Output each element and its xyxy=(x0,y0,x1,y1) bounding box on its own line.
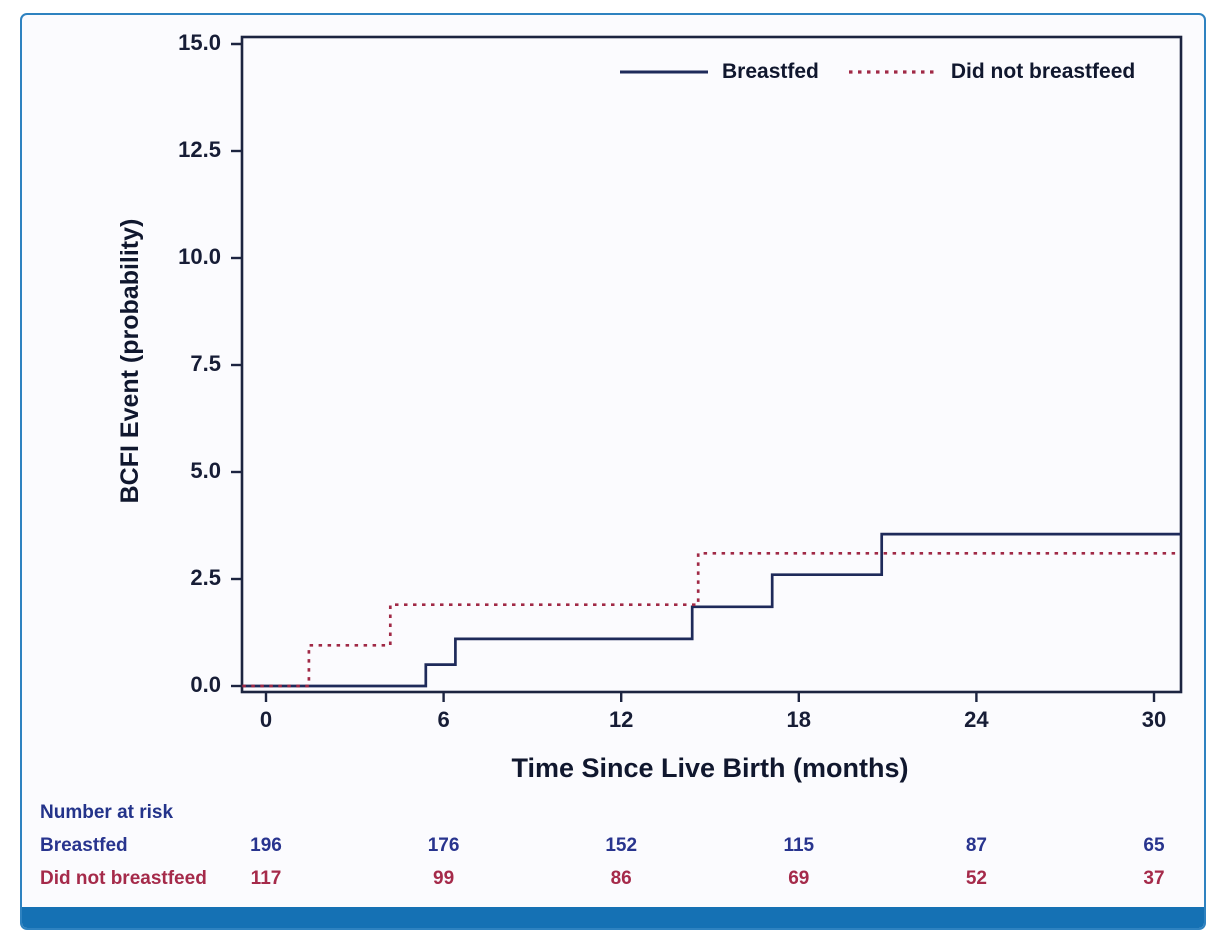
risk-count: 37 xyxy=(1143,868,1165,889)
risk-count: 86 xyxy=(610,868,632,889)
figure-frame: BCFI Event (probability) Time Since Live… xyxy=(20,13,1206,930)
series-breastfed xyxy=(242,532,1181,688)
legend-solid-line-icon xyxy=(620,70,708,74)
x-tick-label: 18 xyxy=(786,707,812,732)
risk-count: 117 xyxy=(250,868,282,889)
legend-label-breastfed: Breastfed xyxy=(722,60,819,83)
risk-table-title: Number at risk xyxy=(40,802,174,823)
x-tick-label: 12 xyxy=(608,707,634,732)
risk-count: 69 xyxy=(788,868,810,889)
y-tick-label: 12.5 xyxy=(178,137,221,162)
x-tick-label: 0 xyxy=(259,707,273,732)
y-tick-label: 7.5 xyxy=(190,351,221,376)
risk-row-label: Did not breastfeed xyxy=(40,868,207,889)
y-tick-label: 15.0 xyxy=(178,30,221,55)
y-tick-label: 2.5 xyxy=(190,565,221,590)
y-tick-label: 5.0 xyxy=(190,458,221,483)
y-tick-label: 0.0 xyxy=(190,672,221,697)
series-did-not-breastfeed xyxy=(242,551,1181,688)
risk-count: 176 xyxy=(427,835,460,856)
risk-count: 152 xyxy=(605,835,638,856)
risk-count: 52 xyxy=(965,868,987,889)
legend-item-did-not-breastfeed: Did not breastfeed xyxy=(847,59,1135,85)
risk-count: 99 xyxy=(433,868,455,889)
legend-item-breastfed: Breastfed xyxy=(618,59,819,85)
risk-count: 115 xyxy=(783,835,815,856)
x-axis-title: Time Since Live Birth (months) xyxy=(511,753,909,783)
legend-label-did-not-breastfeed: Did not breastfeed xyxy=(950,60,1136,83)
risk-count: 196 xyxy=(250,835,282,856)
bottom-accent-bar xyxy=(22,907,1204,928)
km-chart xyxy=(231,35,1183,702)
x-tick-label: 30 xyxy=(1141,707,1167,732)
plot-box xyxy=(240,35,1183,694)
legend: Breastfed Did not breastfeed xyxy=(618,59,1135,85)
x-tick-label: 6 xyxy=(437,707,450,732)
risk-row-label: Breastfed xyxy=(40,835,128,856)
y-tick-label: 10.0 xyxy=(178,244,221,269)
risk-count: 87 xyxy=(965,835,987,856)
risk-count: 65 xyxy=(1143,835,1165,856)
legend-dotted-line-icon xyxy=(848,70,937,74)
y-axis-title: BCFI Event (probability) xyxy=(116,218,144,504)
x-tick-label: 24 xyxy=(964,707,989,732)
